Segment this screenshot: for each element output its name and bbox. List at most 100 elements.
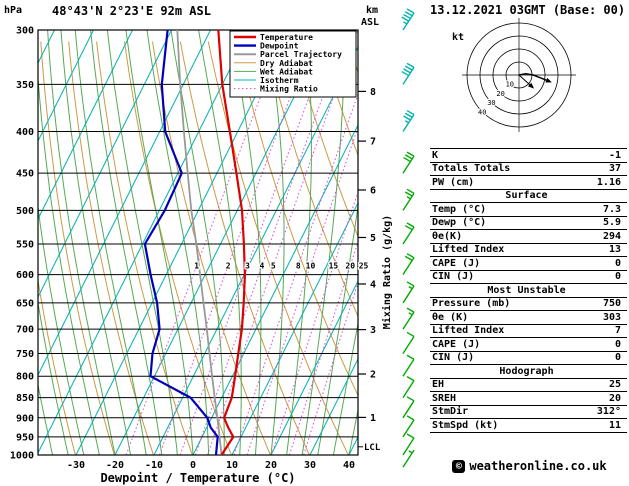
stat-value: -1 xyxy=(608,149,621,161)
stat-label: Totals Totals xyxy=(432,163,511,175)
stat-section-surface: Surface xyxy=(430,190,627,203)
wind-barb xyxy=(401,8,415,31)
dry-adiabat-line xyxy=(96,41,193,455)
km-tick-label: 8 xyxy=(370,87,376,98)
legend-item-label: Isotherm xyxy=(260,76,299,85)
stat-row-dewp: Dewp (°C) 5.9 xyxy=(430,217,627,230)
mixing-ratio-value-label: 1 xyxy=(194,262,199,271)
stat-row-k: K -1 xyxy=(430,149,627,163)
pressure-tick-label: 500 xyxy=(16,206,34,217)
mixing-ratio-value-label: 3 xyxy=(245,262,250,271)
wet-adiabat-line xyxy=(60,30,132,455)
profiles xyxy=(143,30,246,455)
dewpoint-curve xyxy=(143,30,219,455)
legend-item-label: Dry Adiabat xyxy=(260,58,313,68)
stat-label: Temp (°C) xyxy=(432,203,487,215)
pressure-tick-label: 450 xyxy=(16,169,34,180)
isotherm-line xyxy=(309,357,358,455)
stat-value: 7 xyxy=(614,325,621,337)
stats-table: K -1 Totals Totals 37 PW (cm) 1.16 Surface … xyxy=(430,148,627,433)
temp-tick-label: -20 xyxy=(106,460,124,471)
stat-row-cape-mu: CAPE (J) 0 xyxy=(430,338,627,352)
lcl-label: LCL xyxy=(364,443,381,453)
stat-label: Lifted Index xyxy=(432,244,505,256)
stat-value: 25 xyxy=(608,379,621,391)
stat-label: EH xyxy=(432,379,445,391)
hodograph-ring-label: 40 xyxy=(478,108,486,116)
altitude-unit-asl-label: ASL xyxy=(361,17,379,28)
wet-adiabat-line xyxy=(0,30,6,455)
legend-item-label: Wet Adiabat xyxy=(260,66,313,76)
stat-label: Dewp (°C) xyxy=(432,217,487,229)
stat-row-cape-sfc: CAPE (J) 0 xyxy=(430,257,627,271)
legend-box xyxy=(229,30,357,98)
pressure-tick-label: 550 xyxy=(16,239,34,250)
stat-label: CAPE (J) xyxy=(432,338,481,350)
dry-adiabat-line xyxy=(40,41,115,455)
wind-barbs xyxy=(401,8,415,468)
hodograph-ring xyxy=(466,22,572,128)
dry-adiabat-line xyxy=(404,42,430,455)
pressure-tick-label: 750 xyxy=(16,349,34,360)
wet-adiabat-line xyxy=(125,30,194,455)
stat-row-mu-pressure: Pressure (mb) 750 xyxy=(430,298,627,311)
stat-row-cin-sfc: CIN (J) 0 xyxy=(430,271,627,284)
isotherm-line xyxy=(38,30,250,455)
hodograph-ring-label: 30 xyxy=(487,99,495,107)
stat-value: 0 xyxy=(614,338,621,350)
hodograph-ring xyxy=(479,35,559,115)
wind-barb xyxy=(402,396,415,419)
copyright-icon: © xyxy=(452,459,466,473)
pressure-tick-label: 900 xyxy=(16,413,34,424)
stat-value: 312° xyxy=(596,406,621,418)
isotherm-line xyxy=(38,30,172,299)
wind-barb xyxy=(402,188,415,211)
wind-barb xyxy=(402,253,415,276)
mixing-ratio-value-label: 8 xyxy=(296,262,301,271)
section-title: Surface xyxy=(505,190,548,202)
mixing-ratio-value-label: 5 xyxy=(271,262,276,271)
legend-item-label: Dewpoint xyxy=(260,41,299,51)
pressure-tick-label: 950 xyxy=(16,432,34,443)
wind-barb xyxy=(402,109,415,132)
hodograph-ring xyxy=(492,48,546,102)
stat-value: 20 xyxy=(608,392,621,404)
dry-adiabat-line xyxy=(38,277,76,455)
mixing-ratio-value-label: 2 xyxy=(226,262,231,271)
stat-row-stmspd: StmSpd (kt) 11 xyxy=(430,419,627,433)
stat-value: 0 xyxy=(614,271,621,283)
pressure-tick-label: 600 xyxy=(16,270,34,281)
temperature-curve xyxy=(217,30,246,455)
stat-label: StmSpd (kt) xyxy=(432,419,499,431)
stat-label: K xyxy=(432,149,439,161)
wind-barb xyxy=(401,62,415,85)
pressure-tick-label: 1000 xyxy=(10,451,34,462)
stat-label: CAPE (J) xyxy=(432,257,481,269)
temp-tick-label: 40 xyxy=(343,460,355,471)
mixing-ratio-value-label: 25 xyxy=(359,262,369,271)
stat-label: Lifted Index xyxy=(432,325,505,337)
stat-section-most-unstable: Most Unstable xyxy=(430,284,627,298)
arrow-head xyxy=(545,77,552,83)
wind-barb xyxy=(402,222,415,245)
arrow-head xyxy=(527,82,535,89)
altitude-unit-km-label: km xyxy=(366,5,378,16)
km-tick-label: 7 xyxy=(370,137,376,148)
wind-barb xyxy=(402,151,415,174)
datetime-title: 13.12.2021 03GMT (Base: 00) xyxy=(430,3,626,17)
wind-barb xyxy=(402,376,415,399)
temp-tick-label: -10 xyxy=(145,460,163,471)
mixing-ratio-value-label: 20 xyxy=(345,262,355,271)
isotherm-line xyxy=(38,30,133,221)
stat-row-temp: Temp (°C) 7.3 xyxy=(430,203,627,217)
wind-barb xyxy=(402,281,415,304)
stat-value: 1.16 xyxy=(596,176,621,188)
temp-tick-label: -30 xyxy=(67,460,85,471)
hodograph-ring-label: 20 xyxy=(496,90,504,98)
dry-adiabat-line xyxy=(179,41,310,455)
axes: 3003504004505005506006507007508008509009… xyxy=(10,26,376,472)
mixing-ratio-value-label: 10 xyxy=(306,262,316,271)
stat-value: 13 xyxy=(608,244,621,256)
isotherm-line xyxy=(192,123,358,455)
